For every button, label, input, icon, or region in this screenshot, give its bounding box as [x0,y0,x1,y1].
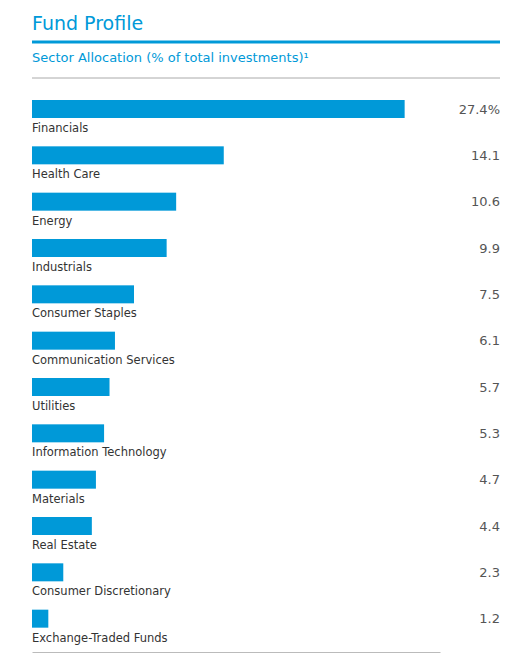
title-rule [32,41,500,44]
data-label: 14.1 [471,148,500,163]
data-label: 4.7 [479,472,500,487]
category-labels: Financials Health Care Energy Industrials Co… [32,121,175,645]
bar [32,332,115,350]
bar [32,610,48,628]
bar [32,471,96,489]
x-axis-line [33,652,441,653]
bar [32,285,134,303]
data-label: 2.3 [479,565,500,580]
title: Fund Profile [32,12,143,34]
data-label: 1.2 [479,611,500,626]
category-label: Consumer Staples [32,306,137,320]
category-label: Materials [32,492,85,506]
category-label: Financials [32,121,88,135]
category-label: Energy [32,214,72,228]
bar [32,517,92,535]
x-axis [33,652,441,653]
category-label: Real Estate [32,538,97,552]
data-label: 10.6 [471,194,500,209]
data-labels: 27.4% 14.1 10.6 9.9 7.5 6.1 5.7 5.3 4.7 4.4 2.3 1.2 [459,102,500,627]
category-label: Health Care [32,167,100,181]
data-label: 5.3 [479,426,500,441]
bar [32,193,176,211]
bars [32,100,405,628]
data-label: 5.7 [479,380,500,395]
category-label: Utilities [32,399,75,413]
chart: Fund Profile Sector Allocation (% of tota… [0,0,529,668]
category-label: Communication Services [32,353,175,367]
data-label: 6.1 [479,333,500,348]
bar [32,378,110,396]
subtitle-rule [32,78,500,79]
category-label: Information Technology [32,445,167,459]
subtitle: Sector Allocation (% of total investment… [32,50,309,65]
bar [32,239,167,257]
data-label: 7.5 [479,287,500,302]
bar [32,146,224,164]
bar [32,424,104,442]
bar [32,100,405,118]
bar [32,563,63,581]
data-label: 9.9 [479,241,500,256]
data-label: 27.4% [459,102,500,117]
category-label: Industrials [32,260,92,274]
category-label: Consumer Discretionary [32,584,171,598]
data-label: 4.4 [479,519,500,534]
category-label: Exchange-Traded Funds [32,631,168,645]
